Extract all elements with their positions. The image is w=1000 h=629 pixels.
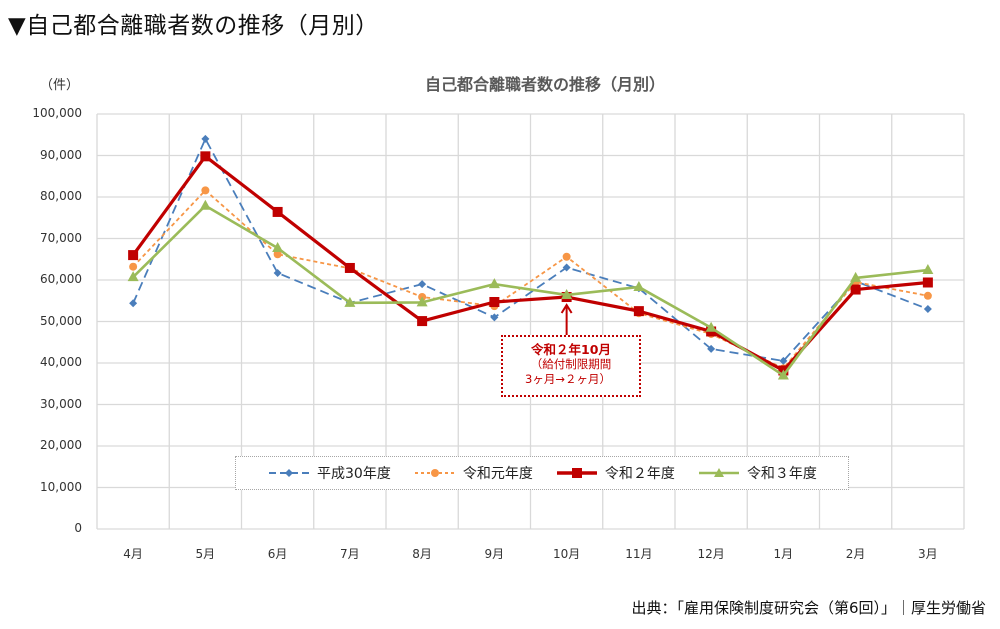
square-marker-icon xyxy=(556,468,597,478)
data-point xyxy=(633,281,645,292)
data-point xyxy=(272,242,284,253)
data-point xyxy=(488,278,500,289)
data-point xyxy=(850,284,861,295)
series-2 xyxy=(128,151,933,376)
data-point xyxy=(417,316,428,327)
legend-item-h30: 平成30年度 xyxy=(267,463,391,483)
series-3 xyxy=(127,199,934,380)
data-point xyxy=(201,134,210,143)
x-tick-label: 3月 xyxy=(918,547,938,561)
x-tick-label: 5月 xyxy=(195,547,216,561)
y-tick-label: 70,000 xyxy=(40,230,82,245)
data-point xyxy=(562,263,571,272)
data-point xyxy=(707,344,716,353)
legend-item-r1: 令和元年度 xyxy=(413,463,533,483)
x-tick-label: 4月 xyxy=(123,547,143,561)
triangle-marker-icon xyxy=(698,468,739,477)
y-tick-label: 90,000 xyxy=(40,147,82,162)
data-point xyxy=(777,369,789,380)
data-point xyxy=(850,271,862,282)
data-point xyxy=(922,277,933,288)
data-point xyxy=(273,268,282,277)
y-tick-label: 100,000 xyxy=(32,106,82,120)
annotation-box: 令和２年10月 （給付制限期間 3ヶ月→２ヶ月） xyxy=(501,335,641,397)
data-point xyxy=(272,206,283,217)
y-axis-unit: （件） xyxy=(40,78,80,93)
y-tick-label: 50,000 xyxy=(40,313,82,328)
data-point xyxy=(127,271,139,282)
x-tick-label: 2月 xyxy=(845,547,866,561)
y-tick-label: 10,000 xyxy=(40,479,82,494)
legend: 平成30年度 令和元年度 令和２年度 令和３年度 xyxy=(235,456,849,490)
x-tick-label: 7月 xyxy=(340,547,360,561)
legend-label: 令和元年度 xyxy=(462,466,533,482)
data-point xyxy=(344,262,355,273)
data-point xyxy=(416,296,428,307)
legend-label: 平成30年度 xyxy=(317,466,391,482)
annotation-line-1: 令和２年10月 xyxy=(531,342,611,357)
legend-item-r2: 令和２年度 xyxy=(555,463,675,483)
y-tick-label: 60,000 xyxy=(40,272,82,286)
data-point xyxy=(199,199,211,210)
x-tick-label: 9月 xyxy=(484,547,505,561)
page-title: ▼自己都合離職者数の推移（月別） xyxy=(8,13,379,39)
legend-item-r3: 令和３年度 xyxy=(697,463,817,483)
x-tick-label: 6月 xyxy=(267,547,288,561)
annotation-line-2: （給付制限期間 xyxy=(530,357,612,371)
data-point xyxy=(418,280,427,289)
data-point xyxy=(200,151,211,162)
data-point xyxy=(128,250,139,261)
x-tick-label: 12月 xyxy=(697,547,725,561)
data-point xyxy=(129,262,138,271)
data-point xyxy=(273,250,282,259)
data-point xyxy=(562,252,571,261)
data-point xyxy=(490,313,499,322)
data-point xyxy=(923,291,932,300)
legend-label: 令和３年度 xyxy=(746,466,817,482)
source-citation: 出典：「雇用保険制度研究会（第6回）」｜厚生労働省 xyxy=(631,599,986,617)
y-tick-label: 30,000 xyxy=(40,396,82,411)
data-point xyxy=(705,321,717,332)
legend-label: 令和２年度 xyxy=(604,466,675,482)
x-tick-label: 11月 xyxy=(625,547,653,561)
diamond-marker-icon xyxy=(269,469,310,477)
data-point xyxy=(344,296,356,307)
data-point xyxy=(129,299,138,308)
data-point xyxy=(922,264,934,275)
annotation-line-3: 3ヶ月→２ヶ月） xyxy=(525,372,611,386)
x-tick-label: 8月 xyxy=(412,547,432,561)
data-point xyxy=(779,356,788,365)
y-tick-label: 20,000 xyxy=(40,438,82,452)
data-point xyxy=(201,186,210,195)
circle-marker-icon xyxy=(414,469,455,477)
data-point xyxy=(489,296,500,307)
chart-title: 自己都合離職者数の推移（月別） xyxy=(424,75,665,94)
x-tick-label: 1月 xyxy=(773,547,794,561)
data-point xyxy=(561,288,573,299)
y-tick-label: 0 xyxy=(74,521,82,535)
data-point xyxy=(923,305,932,314)
y-tick-label: 80,000 xyxy=(40,189,82,203)
data-point xyxy=(633,306,644,317)
x-tick-label: 10月 xyxy=(552,547,581,561)
y-tick-label: 40,000 xyxy=(40,355,82,369)
